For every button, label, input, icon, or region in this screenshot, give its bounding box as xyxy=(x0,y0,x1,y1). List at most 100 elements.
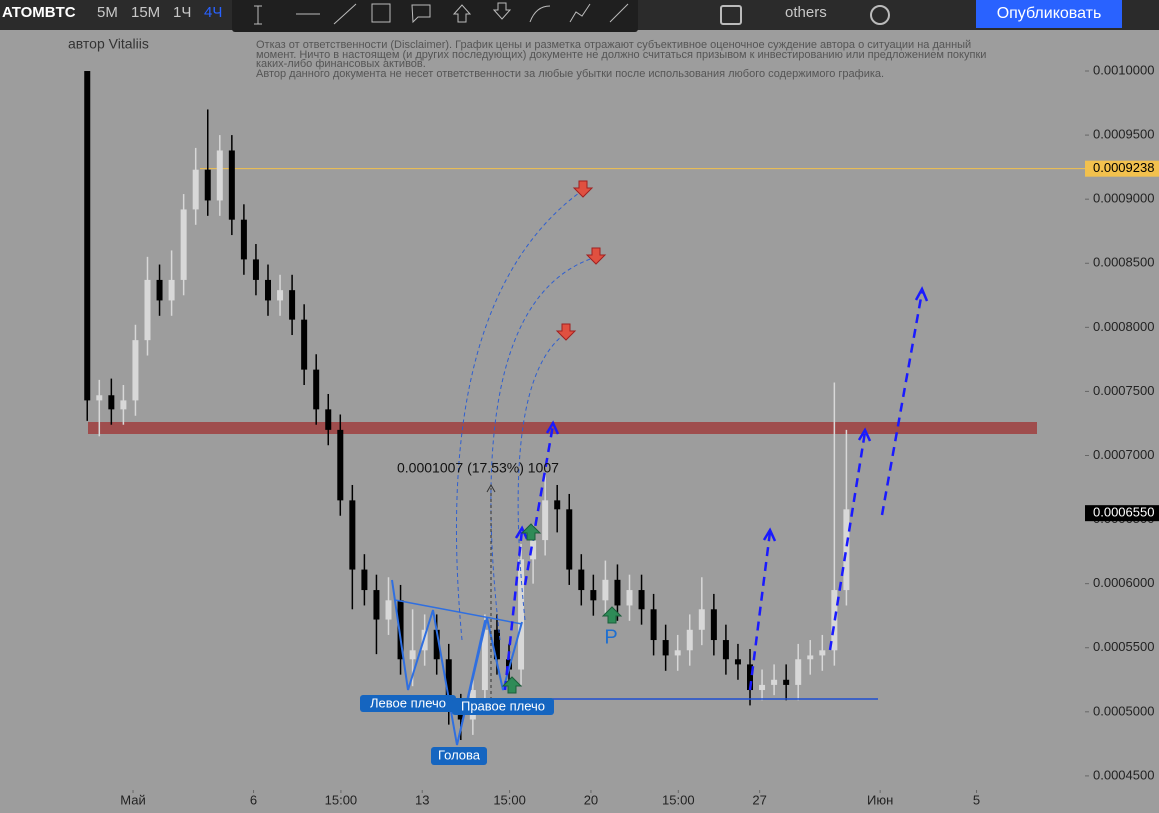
interval[interactable]: 5М xyxy=(97,4,118,21)
price-label-box xyxy=(1085,160,1159,177)
candle-body xyxy=(566,509,573,570)
candle-body xyxy=(614,579,621,606)
candle-body xyxy=(771,679,778,685)
x-tick-label: 20 xyxy=(584,792,598,807)
candle-body xyxy=(120,400,127,410)
candle-body xyxy=(180,209,187,280)
tool[interactable] xyxy=(411,4,431,24)
candle-body xyxy=(192,169,199,210)
candle-body xyxy=(289,290,296,320)
candle-body xyxy=(385,600,392,620)
trend-line xyxy=(457,619,486,741)
resistance-zone xyxy=(88,422,1037,434)
candle-body xyxy=(301,319,308,370)
candle-body xyxy=(674,650,681,656)
interval[interactable]: 4Ч xyxy=(204,4,223,21)
x-tick-label: 15:00 xyxy=(662,792,695,807)
x-tick-label: 27 xyxy=(752,792,766,807)
candle-body xyxy=(204,169,211,201)
others[interactable]: others xyxy=(785,4,827,21)
x-tick-label: Июн xyxy=(867,792,893,807)
tool[interactable] xyxy=(569,3,591,23)
candle-body xyxy=(156,279,163,301)
candle-body xyxy=(313,369,320,410)
candle-body xyxy=(481,629,488,691)
dashed-arc xyxy=(517,332,567,621)
tool[interactable] xyxy=(529,5,551,23)
dashed-arc xyxy=(455,189,584,641)
label: Голова xyxy=(438,747,481,762)
candle-body xyxy=(445,659,452,710)
candle-body xyxy=(759,684,766,691)
candle-body xyxy=(96,395,103,401)
candle-body xyxy=(722,640,729,660)
tool[interactable] xyxy=(609,3,629,23)
arrow-heads xyxy=(514,286,929,542)
sell-signals xyxy=(555,180,607,341)
axes: 0.0004500 0.0005000 0.0005500 0.0006000 0.00… xyxy=(120,62,1159,807)
tool[interactable] xyxy=(452,4,472,23)
candle-body xyxy=(626,590,633,606)
candle-body xyxy=(698,609,705,630)
disclaimer: Отказ от ответственности (Disclaimer). Г… xyxy=(256,39,971,51)
candle-body xyxy=(277,290,284,301)
interval[interactable]: 1Ч xyxy=(173,4,192,21)
disclaimer: каких-либо финансовых активов. xyxy=(256,58,426,70)
trend-line xyxy=(394,599,523,625)
candle-body xyxy=(493,629,500,660)
label-box xyxy=(452,698,554,715)
label-box xyxy=(360,695,456,712)
top-toolbar: ATOMBTC 5М 15М 1Ч 4Ч others Опубликовать xyxy=(0,0,1159,32)
x-tick-label: 5 xyxy=(973,792,980,807)
candle-body xyxy=(807,655,814,660)
candle-body xyxy=(264,279,271,301)
drawing-tools xyxy=(232,0,638,32)
x-tick-label: 15:00 xyxy=(493,792,526,807)
candle-body xyxy=(783,679,790,685)
y-tick-label: 0.0007000 xyxy=(1093,447,1154,462)
buy-signals xyxy=(501,523,623,694)
candle-body xyxy=(710,609,717,641)
x-tick-label: Май xyxy=(120,792,145,807)
interval[interactable]: 15М xyxy=(131,4,161,21)
publish-button[interactable]: Опубликовать xyxy=(976,0,1122,28)
drawings xyxy=(360,180,929,765)
candles xyxy=(84,71,850,741)
x-tick-label: 6 xyxy=(250,792,257,807)
y-tick-label: 0.0008500 xyxy=(1093,255,1154,270)
tool-icons xyxy=(254,2,629,25)
candle-body xyxy=(132,340,139,401)
candle-body xyxy=(542,500,549,541)
candle-body xyxy=(602,579,609,601)
candle-body xyxy=(409,650,416,660)
candle-body xyxy=(662,640,669,656)
price-label-box xyxy=(1085,505,1159,522)
dashed-arc xyxy=(490,256,597,641)
candle-body xyxy=(578,569,585,591)
measure-label: 0.0001007 (17.53%) 1007 xyxy=(397,460,559,476)
y-tick-label: 0.0008000 xyxy=(1093,319,1154,334)
candle-body xyxy=(819,650,826,656)
candle-body xyxy=(216,150,223,201)
layout-button[interactable] xyxy=(720,5,742,25)
settings-button[interactable] xyxy=(870,5,890,25)
candle-body xyxy=(530,540,537,560)
candle-body xyxy=(518,559,525,670)
y-tick-label: 0.0006000 xyxy=(1093,575,1154,590)
candle-body xyxy=(228,150,235,220)
candle-body xyxy=(361,569,368,591)
candle-body xyxy=(638,590,645,610)
tool[interactable] xyxy=(492,2,512,20)
tool[interactable] xyxy=(254,5,262,25)
candle-body xyxy=(506,659,513,670)
candle-body xyxy=(168,279,175,301)
y-tick-label: 0.0004500 xyxy=(1093,767,1154,782)
tool[interactable] xyxy=(333,3,357,25)
candle-body xyxy=(433,629,440,660)
symbol[interactable]: ATOMBTC xyxy=(2,4,76,21)
candle-body xyxy=(337,429,344,501)
candle-body xyxy=(252,259,259,280)
y-tick-label: 0.0010000 xyxy=(1093,62,1154,77)
tool[interactable] xyxy=(371,3,391,23)
